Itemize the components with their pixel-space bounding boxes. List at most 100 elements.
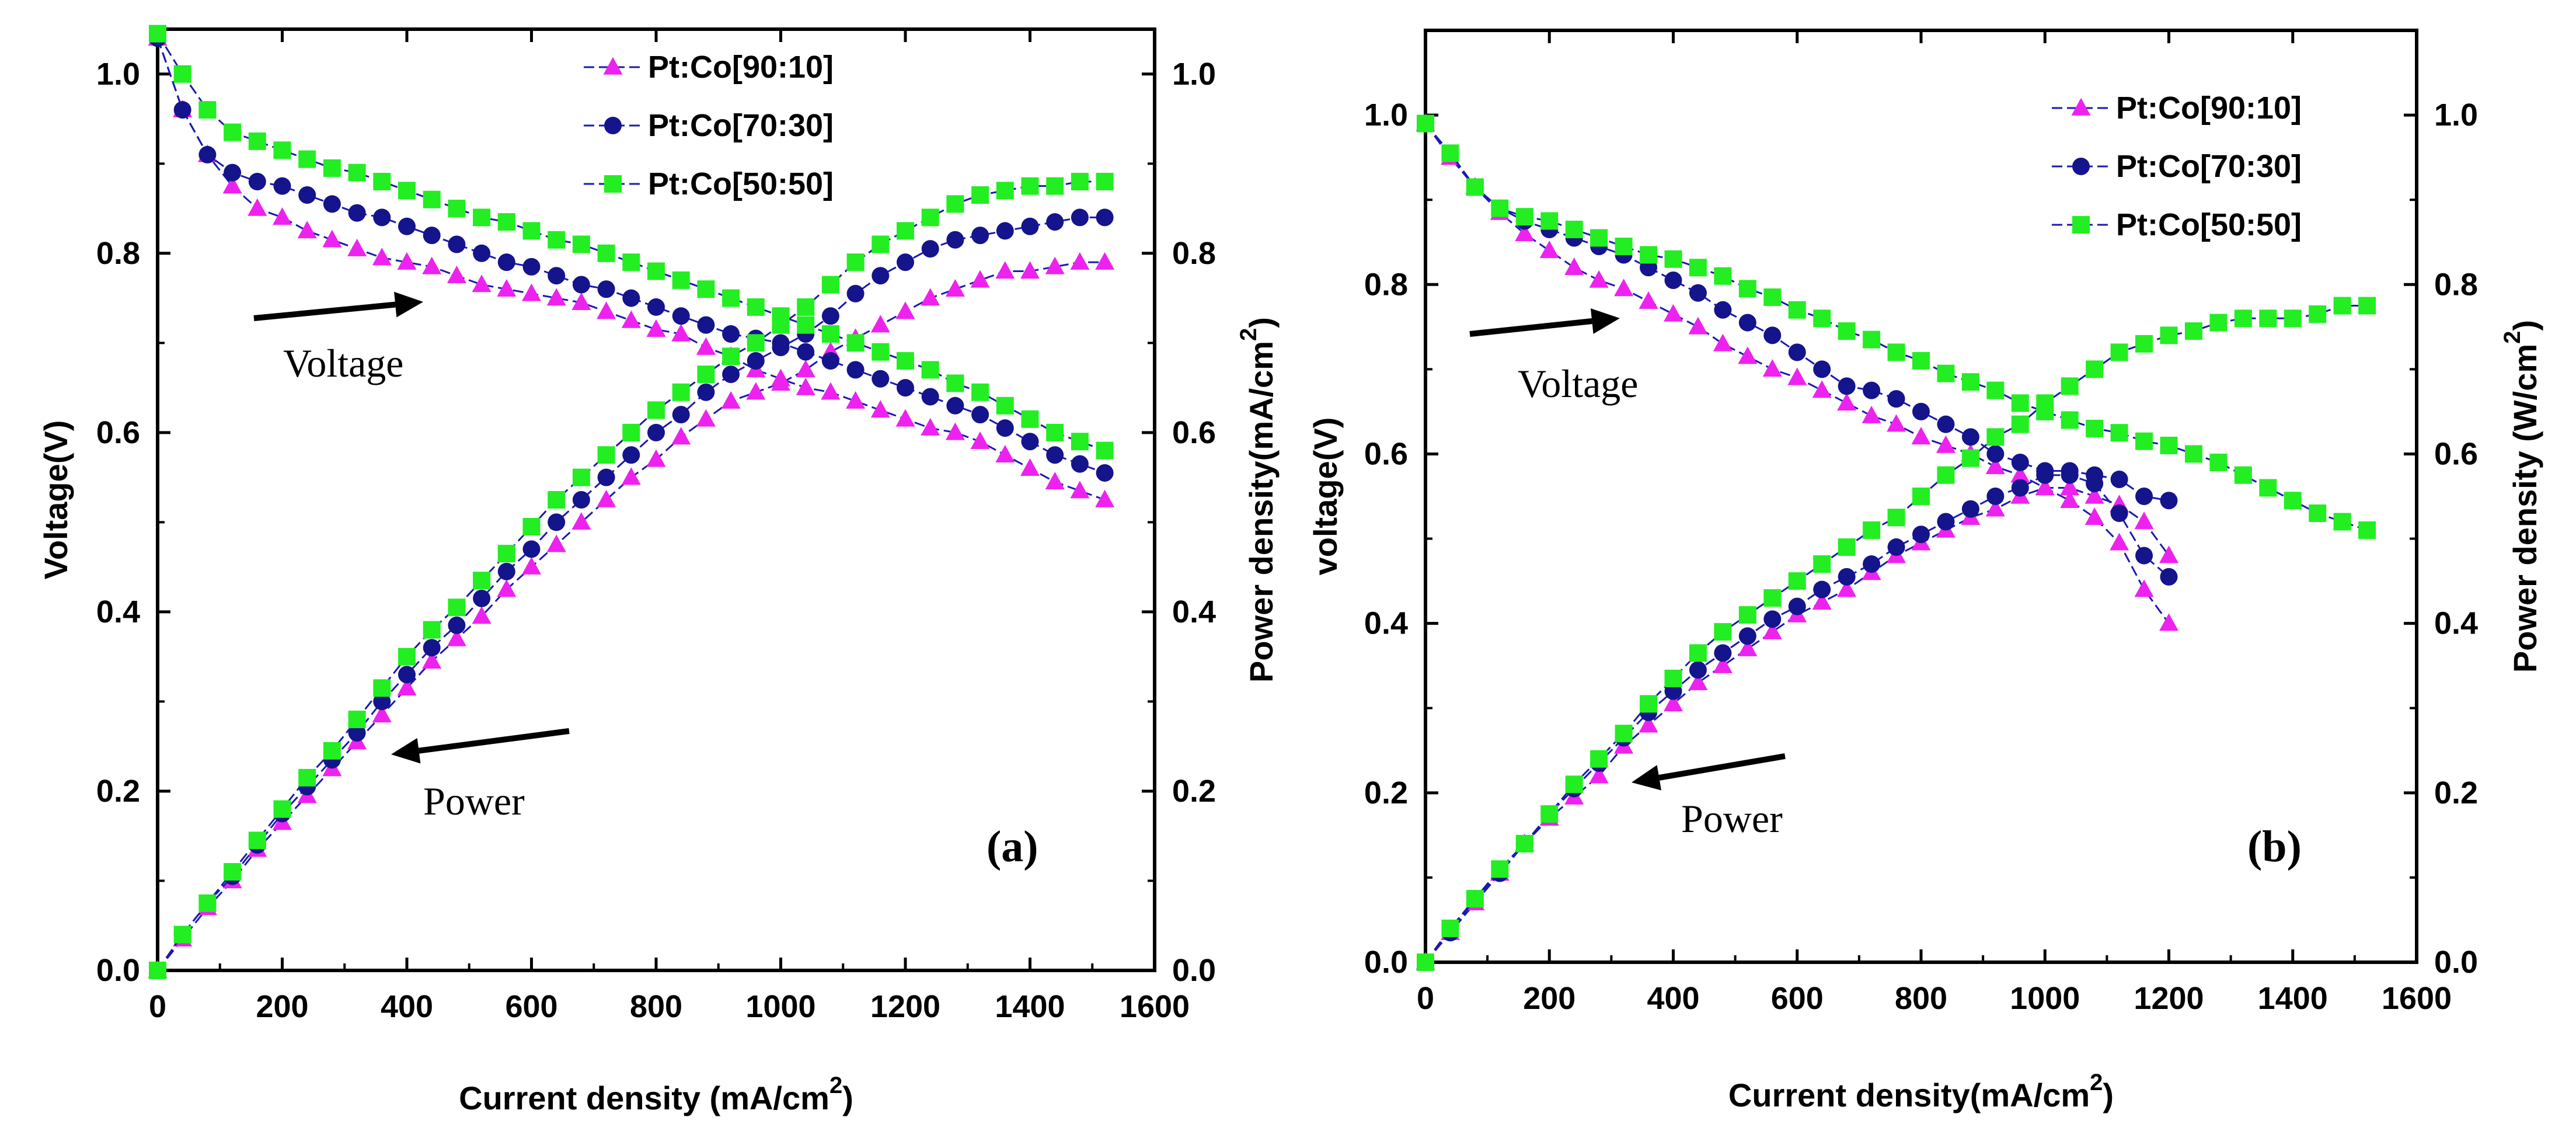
power-point	[1912, 488, 1930, 505]
voltage-point	[2060, 490, 2080, 509]
power-arrow	[1632, 753, 1786, 791]
voltage-point	[273, 177, 291, 195]
power-point	[747, 334, 765, 352]
y-tick-label: 0.0	[1364, 945, 1408, 980]
power-point	[921, 288, 940, 306]
power-point	[1813, 555, 1831, 573]
voltage-point	[1986, 381, 2005, 399]
voltage-point	[796, 377, 815, 395]
x-tick-label: 1200	[870, 989, 940, 1024]
voltage-point	[1071, 455, 1089, 473]
power-point	[2061, 466, 2079, 484]
series-pt-co-50-50-	[1417, 114, 2376, 971]
power-annotation: Power	[423, 779, 525, 823]
voltage-point	[2110, 470, 2128, 488]
power-point	[1937, 466, 1955, 484]
voltage-point	[2160, 436, 2178, 454]
power-point	[1071, 172, 1089, 190]
voltage-point	[872, 343, 890, 361]
voltage-point	[248, 198, 267, 216]
y2-tick-label: 0.4	[2434, 606, 2478, 641]
panel-a: 0 200 400 600 800 1000 1200 1400 16000.00.20.40.…	[37, 25, 1280, 1116]
voltage-point	[497, 253, 515, 272]
power-point	[1738, 638, 1758, 656]
voltage-arrow-shaft	[1469, 318, 1592, 337]
x-tick-label: 400	[381, 989, 433, 1024]
voltage-point	[971, 383, 989, 401]
voltage-point	[1070, 481, 1090, 499]
y2-tick-label: 0.6	[2434, 436, 2478, 471]
power-point	[298, 768, 316, 786]
y2-tick-label: 0.0	[2434, 945, 2478, 980]
voltage-point	[1813, 309, 1831, 328]
voltage-point	[2084, 507, 2104, 525]
voltage-point	[870, 400, 890, 418]
power-point	[1045, 256, 1065, 274]
power-point	[1021, 177, 1039, 195]
power-point	[2259, 309, 2277, 328]
voltage-point	[1688, 316, 1708, 335]
voltage-point	[297, 221, 317, 239]
power-point	[946, 195, 964, 213]
voltage-point	[1714, 267, 1732, 285]
power-point	[921, 240, 939, 258]
voltage-point	[348, 204, 366, 222]
power-point	[622, 423, 640, 441]
panel-b: 0 200 400 600 800 1000 1200 1400 16000.00.20.40.…	[1307, 29, 2543, 1113]
voltage-point	[970, 431, 990, 449]
power-point	[1688, 672, 1708, 690]
x-tick-label: 800	[630, 989, 682, 1024]
power-point	[2284, 309, 2302, 328]
power-point	[1837, 579, 1857, 597]
power-point	[1070, 252, 1090, 270]
voltage-point	[2284, 492, 2302, 510]
power-point	[522, 556, 541, 575]
x-tick-label: 1600	[2382, 981, 2452, 1016]
voltage-point	[222, 176, 242, 194]
voltage-point	[522, 283, 541, 301]
voltage-point	[2011, 394, 2029, 412]
voltage-point	[572, 276, 590, 294]
voltage-point	[846, 361, 865, 379]
voltage-point	[821, 382, 841, 400]
y2-axis-title-main: Power density(mA/cm	[1243, 341, 1280, 683]
voltage-point	[1021, 410, 1039, 428]
power-point	[2358, 297, 2376, 315]
y2-tick-label: 0.2	[2434, 775, 2478, 810]
power-point	[921, 208, 939, 227]
power-point	[946, 231, 964, 249]
voltage-arrow	[1469, 308, 1620, 337]
voltage-point	[1615, 237, 1633, 255]
power-point	[548, 491, 566, 509]
voltage-point	[224, 123, 242, 141]
x-axis-title-tail: )	[842, 1080, 853, 1116]
power-point	[497, 562, 515, 580]
voltage-point	[946, 374, 964, 392]
voltage-point	[373, 172, 391, 190]
power-point	[870, 315, 890, 333]
voltage-point	[1961, 373, 1979, 391]
power-point	[1863, 555, 1881, 573]
voltage-point	[1689, 259, 1707, 277]
x-tick-label: 1600	[1120, 989, 1190, 1024]
voltage-point	[1863, 381, 1881, 399]
voltage-point	[323, 159, 341, 177]
voltage-point	[1738, 280, 1756, 298]
power-point	[1615, 725, 1633, 743]
x-axis-title-main: Current density (mA/cm	[459, 1080, 829, 1116]
voltage-point	[1787, 367, 1807, 385]
power-point	[1985, 499, 2005, 517]
y-tick-label: 0.6	[1364, 436, 1408, 471]
voltage-point	[273, 207, 292, 225]
voltage-point	[846, 391, 866, 409]
voltage-point	[224, 163, 242, 182]
power-point	[398, 666, 416, 684]
y2-tick-label: 0.6	[1172, 415, 1216, 450]
power-point	[1961, 449, 1979, 467]
voltage-point	[2135, 432, 2153, 450]
power-point	[772, 339, 790, 357]
power-point	[2333, 297, 2351, 315]
power-point	[1046, 177, 1064, 195]
voltage-point	[2159, 613, 2178, 631]
power-point	[996, 222, 1014, 240]
